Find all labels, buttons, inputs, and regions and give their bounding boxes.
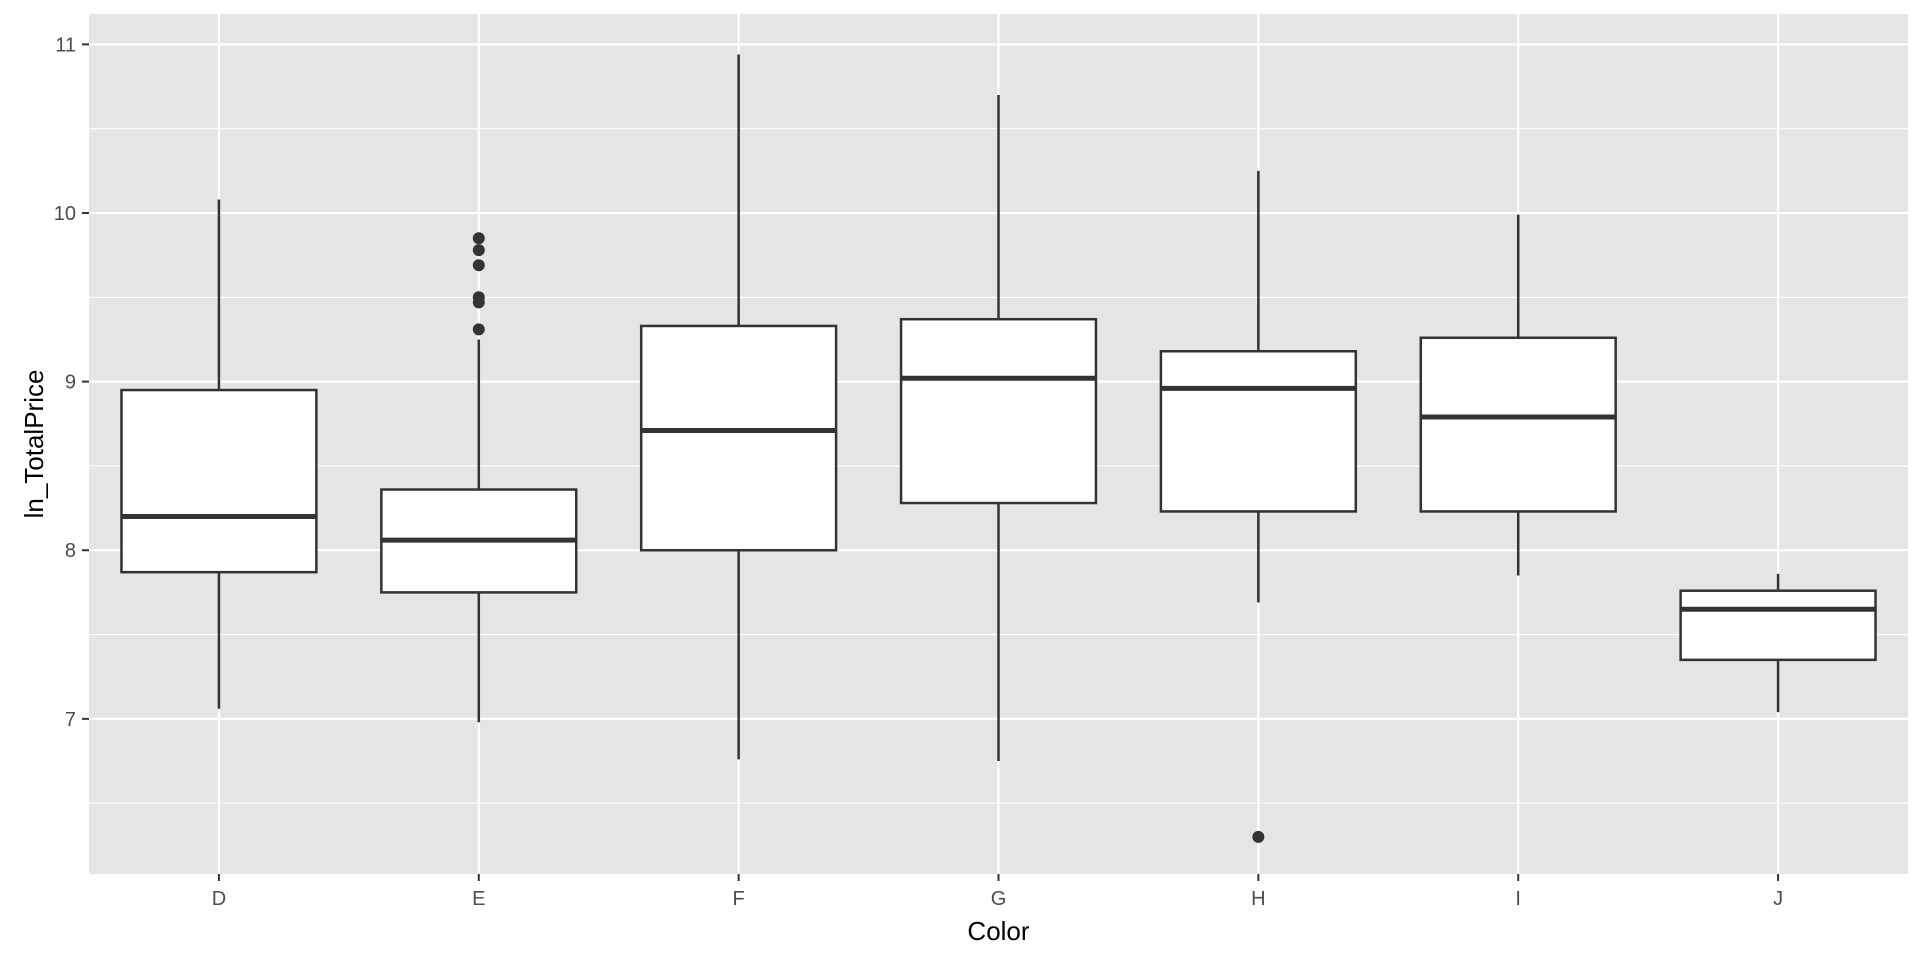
iqr-box [1419,336,1617,513]
iqr-box [899,317,1098,505]
box-H [1159,170,1358,843]
x-tick-label: F [733,888,745,910]
iqr-box [120,388,318,574]
iqr-box [639,324,838,552]
iqr-box [1159,350,1358,513]
y-axis-title: ln_TotalPrice [19,370,49,519]
box-E [380,232,578,723]
y-tick-label: 8 [65,540,76,562]
iqr-box [1679,589,1877,662]
outlier-point [1252,830,1265,843]
x-tick-label: G [991,888,1007,910]
x-axis-title: Color [967,916,1029,946]
outlier-point [472,323,485,336]
box-J [1679,573,1877,713]
outlier-point [472,244,485,257]
outlier-point [472,259,485,272]
y-tick-label: 9 [65,372,76,394]
y-tick-label: 10 [54,203,76,225]
box-series [120,54,1877,843]
box-F [639,54,838,760]
outlier-point [472,291,485,304]
x-tick-label: I [1515,888,1521,910]
box-G [899,94,1098,762]
y-tick-label: 7 [65,709,76,731]
axes: 7 8 9 10 11 D E F G H I J [54,34,1783,910]
x-tick-label: J [1773,888,1783,910]
box-D [120,199,318,709]
y-tick-label: 11 [55,34,76,56]
x-tick-label: E [472,888,485,910]
x-tick-label: H [1251,888,1265,910]
box-I [1419,214,1617,576]
outlier-point [472,232,485,245]
x-tick-label: D [212,888,226,910]
